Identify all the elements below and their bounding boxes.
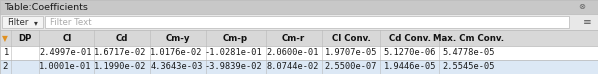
- Text: ▾: ▾: [34, 18, 38, 27]
- Text: Cd Conv.: Cd Conv.: [389, 34, 431, 43]
- Text: 1.9446e-05: 1.9446e-05: [383, 62, 436, 71]
- Text: 2.5545e-05: 2.5545e-05: [442, 62, 495, 71]
- Text: Cm-r: Cm-r: [282, 34, 305, 43]
- Text: 1.0176e-02: 1.0176e-02: [150, 48, 203, 57]
- Text: 1.6717e-02: 1.6717e-02: [94, 48, 147, 57]
- Text: Cl Conv.: Cl Conv.: [331, 34, 371, 43]
- Text: Filter: Filter: [7, 18, 29, 27]
- Text: ≡: ≡: [583, 17, 591, 27]
- Text: Max. Cm Conv.: Max. Cm Conv.: [433, 34, 504, 43]
- Text: Table:Coefficients: Table:Coefficients: [4, 3, 88, 12]
- Text: -3.9839e-02: -3.9839e-02: [205, 62, 263, 71]
- Bar: [0, 60, 598, 74]
- Text: Filter Text: Filter Text: [50, 18, 92, 27]
- Text: 5.4778e-05: 5.4778e-05: [442, 48, 495, 57]
- Text: 1: 1: [2, 48, 8, 57]
- Text: 1.1990e-02: 1.1990e-02: [94, 62, 147, 71]
- Text: DP: DP: [19, 34, 32, 43]
- Text: Cm-p: Cm-p: [223, 34, 248, 43]
- Text: 8.0744e-02: 8.0744e-02: [266, 62, 319, 71]
- Text: -1.0281e-01: -1.0281e-01: [205, 48, 263, 57]
- Bar: [0, 46, 598, 60]
- Text: 2.0600e-01: 2.0600e-01: [266, 48, 319, 57]
- Text: ⊗: ⊗: [578, 2, 585, 11]
- Text: 2.5500e-07: 2.5500e-07: [325, 62, 377, 71]
- Text: ▼: ▼: [2, 34, 8, 43]
- Text: Cd: Cd: [116, 34, 128, 43]
- Text: 2.4997e-01: 2.4997e-01: [39, 48, 91, 57]
- Bar: [45, 16, 569, 28]
- Bar: [0, 0, 598, 14]
- Text: Cl: Cl: [62, 34, 72, 43]
- Text: 1.0001e-01: 1.0001e-01: [39, 62, 91, 71]
- Bar: [0, 14, 598, 30]
- Text: 2: 2: [2, 62, 8, 71]
- Text: 5.1270e-06: 5.1270e-06: [383, 48, 436, 57]
- Bar: [2, 16, 43, 28]
- Text: 1.9707e-05: 1.9707e-05: [325, 48, 377, 57]
- Bar: [0, 30, 598, 46]
- Text: 4.3643e-03: 4.3643e-03: [150, 62, 203, 71]
- Text: Cm-y: Cm-y: [166, 34, 190, 43]
